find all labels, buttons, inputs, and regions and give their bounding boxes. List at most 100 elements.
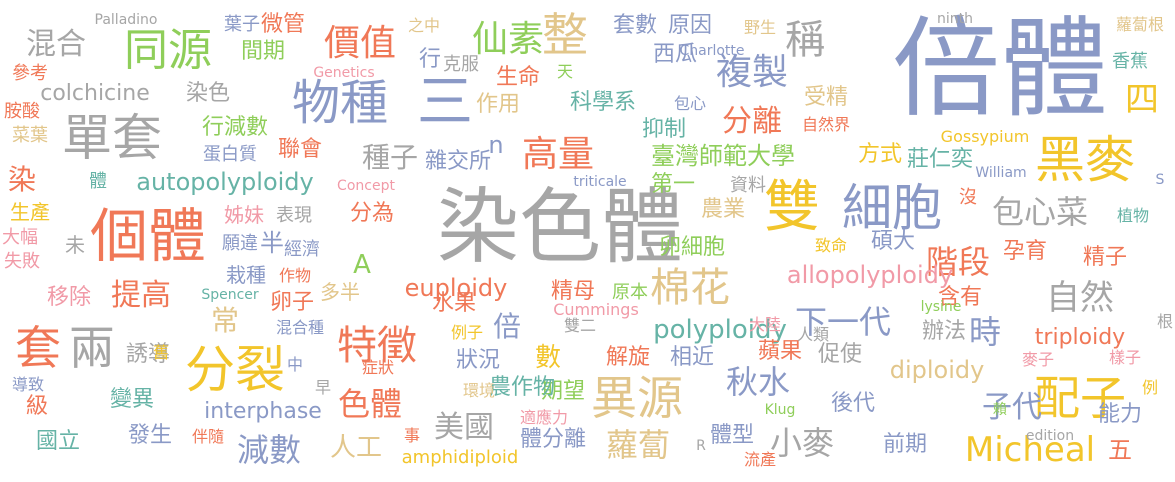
word-cloud-term: polyploidy bbox=[653, 315, 787, 345]
word-cloud-term: 套 bbox=[15, 321, 61, 375]
word-cloud-term: 自然 bbox=[1046, 278, 1114, 318]
word-cloud-term: 數 bbox=[534, 343, 562, 373]
word-cloud-term: 包心菜 bbox=[991, 193, 1089, 231]
word-cloud-term: euploidy bbox=[404, 274, 508, 302]
word-cloud-term: 卵子 bbox=[269, 290, 315, 315]
word-cloud-term: amphidiploid bbox=[401, 447, 519, 468]
word-cloud-term: 資料 bbox=[730, 175, 766, 196]
word-cloud-term: 流產 bbox=[743, 450, 777, 469]
word-cloud-term: Genetics bbox=[313, 65, 375, 81]
word-cloud-term: 相近 bbox=[669, 345, 715, 370]
word-cloud-term: 胺酸 bbox=[4, 101, 40, 122]
word-cloud-term: triploidy bbox=[1034, 325, 1126, 350]
word-cloud-term: 失敗 bbox=[4, 251, 40, 272]
word-cloud-term: 姊妹 bbox=[224, 203, 264, 227]
word-cloud-term: 高量 bbox=[521, 134, 595, 175]
word-cloud-term: 狀況 bbox=[455, 348, 501, 373]
word-cloud-term: 減數 bbox=[236, 431, 302, 469]
word-cloud-term: 臺灣師範大學 bbox=[651, 142, 795, 170]
word-cloud-term: 混合 bbox=[26, 27, 86, 62]
word-cloud-term: 表現 bbox=[276, 205, 312, 226]
word-cloud-term: Klug bbox=[764, 402, 796, 418]
word-cloud-term: 人類 bbox=[796, 325, 830, 344]
word-cloud-term: 天 bbox=[556, 62, 574, 81]
word-cloud-term: 常 bbox=[210, 304, 240, 337]
word-cloud-term: 麥子 bbox=[1021, 350, 1055, 369]
word-cloud-term: 雙二 bbox=[563, 316, 597, 335]
word-cloud-term: 級 bbox=[25, 394, 49, 419]
word-cloud-term: 個體 bbox=[89, 202, 207, 270]
word-cloud-term: 同源 bbox=[124, 25, 212, 76]
word-cloud-term: 水果 bbox=[431, 291, 477, 316]
word-cloud-term: 樣子 bbox=[1108, 348, 1142, 367]
word-cloud-term: 科學系 bbox=[569, 90, 637, 115]
word-cloud-term: 染色 bbox=[185, 81, 231, 106]
word-cloud-term: 異源 bbox=[591, 371, 683, 425]
word-cloud-term: 四 bbox=[1125, 80, 1159, 120]
word-cloud-term: 單套 bbox=[62, 109, 162, 167]
word-cloud-term: 野生 bbox=[743, 18, 777, 37]
word-cloud-term: 原因 bbox=[667, 13, 713, 38]
word-cloud-term: autopolyploidy bbox=[136, 168, 314, 196]
word-cloud-term: 參考 bbox=[12, 63, 48, 84]
word-cloud-term: 之中 bbox=[407, 16, 441, 35]
word-cloud-term: A bbox=[353, 250, 371, 280]
word-cloud-term: 誘導 bbox=[125, 342, 171, 367]
word-cloud-term: 多半 bbox=[320, 280, 360, 304]
word-cloud-term: 複製 bbox=[715, 52, 789, 93]
word-cloud-term: S bbox=[1155, 172, 1165, 188]
word-cloud-term: 栽種 bbox=[226, 263, 266, 287]
word-cloud-term: 沒 bbox=[959, 187, 977, 208]
word-cloud-term: 精子 bbox=[1082, 245, 1128, 270]
word-cloud-term: 黑麥 bbox=[1035, 131, 1135, 189]
word-cloud-term: 克服 bbox=[443, 54, 479, 75]
word-cloud-term: 體 bbox=[89, 171, 107, 192]
word-cloud-term: 國立 bbox=[35, 429, 81, 454]
word-cloud-term: Cummings bbox=[553, 300, 639, 319]
word-cloud-term: 提高 bbox=[111, 278, 171, 313]
word-cloud-term: Palladino bbox=[94, 12, 158, 28]
word-cloud-term: 美國 bbox=[434, 410, 494, 445]
word-cloud-term: 行減數 bbox=[201, 115, 269, 140]
word-cloud-term: 發生 bbox=[127, 423, 173, 448]
word-cloud-term: Spencer bbox=[201, 287, 259, 303]
word-cloud-term: 價值 bbox=[323, 23, 397, 64]
word-cloud-term: 物種 bbox=[291, 75, 389, 131]
word-cloud-term: 移除 bbox=[46, 285, 92, 310]
word-cloud-term: 蛋白質 bbox=[203, 144, 257, 165]
word-cloud-term: diploidy bbox=[889, 356, 985, 384]
word-cloud-term: 菜葉 bbox=[12, 125, 48, 146]
word-cloud-term: edition bbox=[1025, 428, 1075, 444]
word-cloud-term: 仙素 bbox=[471, 19, 545, 60]
word-cloud-term: 倍體 bbox=[891, 7, 1109, 132]
word-cloud-term: 作物 bbox=[278, 266, 312, 285]
word-cloud-term: 精母 bbox=[550, 279, 596, 304]
word-cloud-term: 特徵 bbox=[337, 323, 417, 369]
word-cloud-term: 人工 bbox=[329, 433, 383, 463]
word-cloud-term: 包心 bbox=[673, 94, 707, 113]
word-cloud-term: 棉花 bbox=[650, 265, 730, 311]
word-cloud-term: 農業 bbox=[700, 197, 746, 222]
word-cloud-term: n bbox=[488, 131, 504, 159]
word-cloud-term: 色體 bbox=[337, 385, 403, 423]
word-cloud-term: Micheal bbox=[964, 430, 1096, 470]
word-cloud-term: 第一 bbox=[650, 172, 696, 197]
word-cloud-term: 植物 bbox=[1116, 206, 1150, 225]
word-cloud-term: 致命 bbox=[814, 236, 848, 255]
word-cloud-term: ninth bbox=[937, 11, 973, 27]
word-cloud-term: 事 bbox=[403, 426, 421, 445]
word-cloud-term: interphase bbox=[204, 399, 322, 424]
word-cloud-term: 大幅 bbox=[2, 227, 38, 248]
word-cloud-term: colchicine bbox=[40, 81, 150, 106]
word-cloud-term: Charlotte bbox=[679, 43, 745, 59]
word-cloud-term: 染色體 bbox=[436, 180, 684, 275]
word-cloud-term: 碩大 bbox=[870, 229, 916, 254]
word-cloud-term: 解旋 bbox=[605, 345, 651, 370]
word-cloud-term: 分裂 bbox=[185, 341, 285, 399]
word-cloud-term: 秋水 bbox=[725, 363, 791, 401]
word-cloud-term: R bbox=[696, 438, 706, 454]
word-cloud-term: 早 bbox=[314, 378, 332, 397]
word-cloud-term: Concept bbox=[337, 178, 395, 194]
word-cloud-term: 莊仁奕 bbox=[906, 147, 974, 172]
